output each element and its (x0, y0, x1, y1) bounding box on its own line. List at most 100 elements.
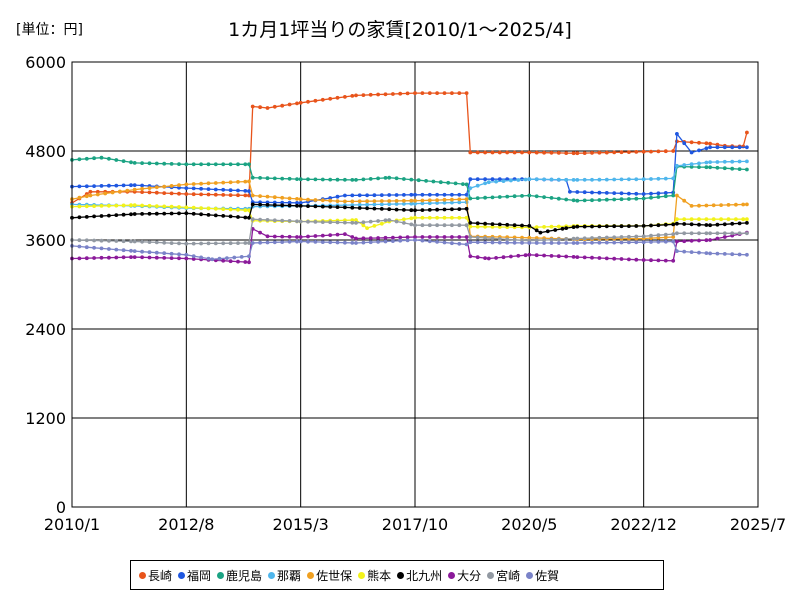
data-point (154, 255, 159, 260)
data-point (99, 238, 104, 243)
data-point (409, 216, 414, 221)
data-point (368, 219, 373, 224)
data-point (118, 189, 122, 194)
data-point (295, 235, 299, 239)
y-tick-label: 1200 (25, 409, 66, 428)
data-point (232, 255, 237, 260)
data-point (457, 223, 462, 228)
data-point (446, 180, 451, 185)
data-point (99, 214, 104, 218)
data-point (641, 196, 646, 201)
data-point (132, 183, 137, 188)
data-point (730, 145, 735, 150)
data-point (726, 203, 731, 207)
data-point (715, 145, 720, 150)
data-point (549, 196, 554, 200)
data-point (169, 256, 174, 260)
data-point (409, 201, 414, 206)
data-point (542, 177, 546, 182)
data-point (571, 151, 576, 156)
data-point (368, 236, 373, 241)
data-point (490, 240, 495, 245)
data-point (354, 241, 358, 245)
legend-marker-icon (526, 571, 534, 579)
data-point (663, 232, 668, 237)
data-point (697, 222, 701, 227)
data-point (350, 220, 355, 225)
data-point (715, 142, 720, 147)
data-point (328, 240, 333, 245)
data-point (516, 178, 521, 182)
data-point (394, 193, 399, 197)
data-point (741, 217, 746, 222)
data-point (243, 162, 248, 167)
legend-label: 北九州 (406, 568, 443, 583)
data-point (265, 106, 270, 110)
data-point (287, 102, 292, 107)
data-point (435, 223, 439, 228)
data-point (228, 193, 233, 198)
data-point (313, 204, 318, 209)
data-point (708, 145, 712, 150)
data-point (634, 234, 639, 239)
data-point (409, 198, 414, 203)
data-point (509, 178, 513, 183)
data-point (265, 176, 270, 181)
data-point (313, 234, 318, 238)
data-point (320, 204, 325, 209)
data-point (391, 92, 395, 96)
data-point (475, 196, 480, 201)
data-point (265, 203, 270, 207)
data-point (534, 194, 539, 199)
data-point (250, 175, 255, 180)
data-point (365, 202, 369, 207)
data-point (501, 255, 506, 260)
data-point (490, 195, 495, 200)
data-point (737, 145, 742, 150)
data-point (675, 193, 679, 198)
data-point (516, 253, 521, 258)
data-point (457, 91, 462, 95)
data-point (177, 205, 181, 209)
data-point (497, 195, 502, 199)
data-point (350, 199, 355, 204)
data-point (199, 162, 204, 167)
data-point (689, 150, 694, 155)
data-point (177, 256, 181, 261)
legend-label: 那覇 (277, 568, 302, 583)
data-point (140, 183, 145, 188)
data-point (512, 194, 517, 199)
data-point (656, 149, 661, 154)
data-point (689, 217, 694, 222)
data-point (505, 222, 510, 227)
data-point (295, 177, 299, 182)
data-point (379, 221, 384, 226)
data-point (107, 239, 111, 243)
data-point (656, 223, 661, 228)
x-tick-label: 2025/7 (730, 515, 786, 534)
data-point (221, 187, 226, 192)
data-point (206, 192, 211, 197)
data-point (228, 259, 233, 264)
data-point (663, 176, 668, 181)
data-point (597, 224, 602, 229)
x-tick-label: 2010/1 (44, 515, 100, 534)
data-point (272, 200, 277, 205)
data-point (556, 177, 561, 182)
data-point (228, 162, 233, 167)
data-point (413, 201, 417, 206)
data-point (280, 195, 285, 200)
data-point (287, 239, 292, 244)
data-point (556, 224, 561, 229)
data-point (295, 219, 299, 224)
data-point (556, 237, 561, 242)
data-point (313, 98, 318, 103)
data-point (306, 197, 310, 202)
data-point (129, 248, 133, 253)
data-point (641, 192, 646, 196)
data-point (575, 198, 580, 203)
data-point (350, 235, 355, 239)
data-point (634, 196, 639, 201)
data-point (612, 224, 617, 229)
data-point (213, 206, 218, 211)
